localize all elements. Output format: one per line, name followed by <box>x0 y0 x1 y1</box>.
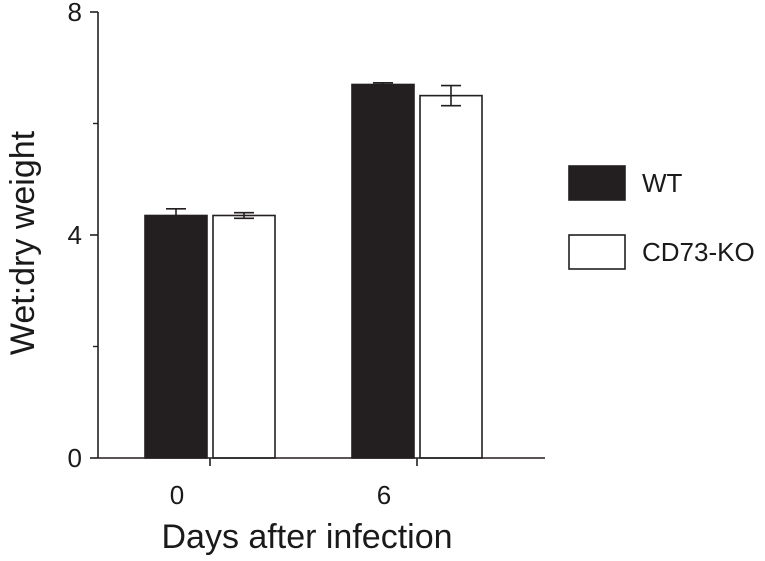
legend-label: WT <box>642 168 683 198</box>
y-axis-title: Wet:dry weight <box>4 130 42 355</box>
bars-layer <box>144 82 483 459</box>
y-tick-label: 8 <box>68 0 82 27</box>
x-axis-title: Days after infection <box>161 518 452 556</box>
bar-wt <box>351 83 415 459</box>
legend-label: CD73-KO <box>642 237 755 267</box>
bar-wt <box>144 214 208 459</box>
y-tick-label: 4 <box>68 220 82 250</box>
legend-swatch <box>568 165 626 201</box>
legend: WT CD73-KO <box>568 165 755 270</box>
x-tick-label: 6 <box>377 480 391 510</box>
bar-cd73-ko <box>212 214 276 459</box>
y-tick-label: 0 <box>68 443 82 473</box>
ticks-layer: 0 4 8 0 6 <box>68 0 418 510</box>
bar-cd73-ko <box>419 94 483 459</box>
x-tick-label: 0 <box>170 480 184 510</box>
legend-swatch <box>568 234 626 270</box>
